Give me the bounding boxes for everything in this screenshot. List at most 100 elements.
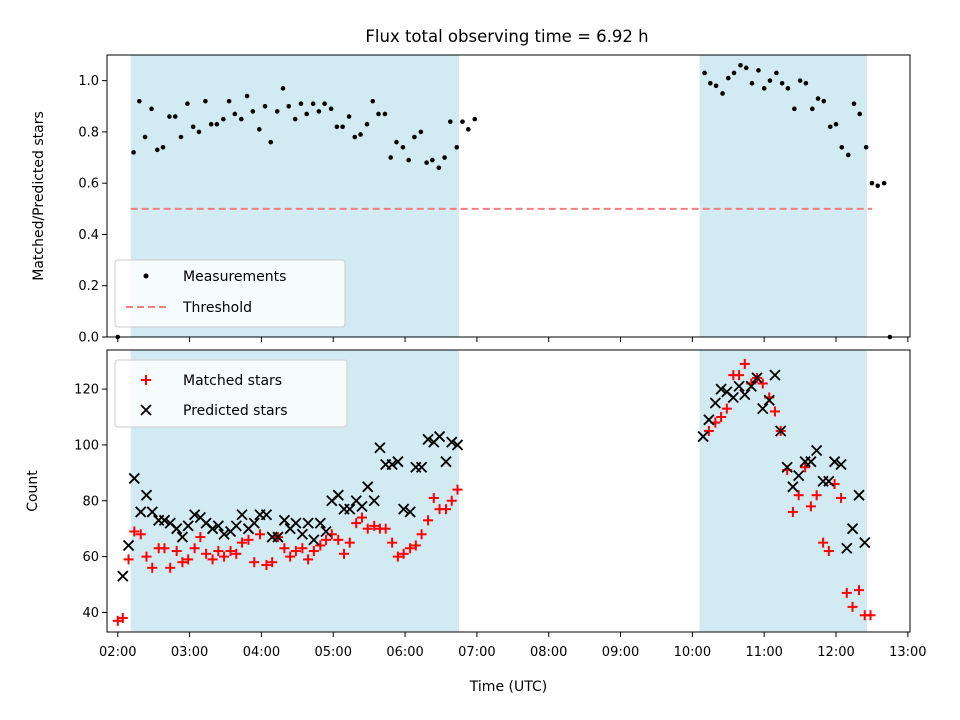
measurement-point [203, 98, 208, 104]
measurement-point [833, 121, 839, 127]
legend-matched-marker [141, 375, 151, 385]
matched-star-point [165, 562, 176, 573]
matched-star-point [423, 515, 434, 526]
predicted-star-point [715, 383, 727, 395]
predicted-star-point [176, 531, 189, 543]
predicted-star-point [122, 539, 135, 552]
y-tick-label: 0.2 [78, 279, 99, 294]
predicted-star-point [392, 456, 404, 468]
matched-star-point [757, 378, 768, 389]
x-tick-label: 03:00 [171, 645, 208, 660]
predicted-star-point [158, 514, 171, 526]
predicted-star-point [332, 489, 344, 501]
bottom-axes-frame [106, 349, 911, 633]
predicted-star-point [206, 523, 219, 535]
predicted-star-point [727, 391, 739, 404]
measurement-point [454, 144, 460, 150]
legend-measurements-marker [143, 273, 149, 279]
measurement-point [803, 80, 809, 86]
predicted-star-point [793, 470, 805, 482]
measurement-point [881, 180, 887, 186]
predicted-star-point [415, 461, 428, 473]
predicted-star-point [835, 458, 847, 471]
predicted-star-point [440, 456, 452, 468]
predicted-star-point [709, 397, 721, 409]
measurement-point [316, 109, 322, 114]
measurement-point [797, 78, 803, 83]
predicted-star-point [302, 517, 314, 529]
measurement-point [442, 155, 447, 160]
measurement-point [767, 78, 773, 83]
measurement-point [208, 121, 214, 127]
x-axis-label: Time (UTC) [469, 679, 547, 695]
predicted-star-point [320, 525, 332, 538]
matched-star-point [805, 501, 816, 512]
top-legend-box [114, 259, 346, 328]
predicted-star-point [212, 520, 224, 532]
bottom-legend-box [114, 359, 348, 428]
matched-star-point [865, 610, 876, 621]
matched-star-point [171, 546, 182, 557]
matched-star-point [854, 585, 865, 596]
chart-title: Flux total observing time = 6.92 h [365, 27, 648, 46]
matched-star-point [254, 529, 265, 540]
measurement-point [286, 103, 292, 109]
predicted-star-point [218, 528, 230, 540]
y-tick-label: 0.0 [78, 331, 99, 346]
predicted-star-point [703, 414, 715, 426]
measurement-point [221, 116, 226, 122]
measurement-point [400, 144, 406, 150]
measurement-point [172, 114, 178, 119]
matched-star-point [410, 540, 421, 551]
observing-window-shade [699, 350, 867, 632]
measurement-point [713, 83, 719, 89]
matched-star-point [739, 358, 750, 369]
predicted-star-point [697, 430, 709, 443]
matched-star-point [290, 546, 301, 557]
matched-star-point [135, 529, 146, 540]
measurement-point [702, 70, 707, 76]
measurement-point [738, 62, 743, 68]
measurement-point [160, 144, 166, 150]
measurement-point [358, 132, 363, 137]
predicted-star-point [386, 458, 398, 471]
measurement-point [851, 101, 857, 107]
matched-star-point [117, 613, 128, 624]
predicted-star-point [278, 514, 291, 526]
x-tick-label: 07:00 [458, 645, 495, 660]
matched-star-point [811, 490, 822, 501]
legend-measurements-label: Measurements [183, 269, 286, 285]
legend-matched-label: Matched stars [183, 373, 282, 389]
measurement-point [869, 180, 875, 186]
matched-star-point [398, 548, 409, 559]
predicted-star-point [733, 380, 745, 392]
measurement-point [262, 103, 268, 109]
measurement-point [743, 65, 749, 71]
count-points [112, 358, 876, 626]
measurement-point [756, 68, 761, 73]
bottom-y-ticks: 40 60 80 100 120 [74, 383, 107, 621]
predicted-star-point [344, 503, 356, 515]
predicted-star-point [757, 402, 769, 415]
predicted-star-point [140, 489, 153, 501]
measurement-point [761, 86, 767, 91]
measurement-point [875, 183, 880, 189]
predicted-star-point [128, 472, 140, 485]
matched-star-point [703, 425, 714, 436]
y-tick-label: 0.8 [78, 125, 99, 140]
measurement-point [815, 96, 821, 101]
measurement-point [142, 134, 148, 140]
y-tick-label: 1.0 [78, 74, 99, 89]
predicted-star-point [362, 481, 374, 493]
measurement-point [460, 119, 465, 124]
matched-star-point [129, 526, 140, 537]
matched-star-point [321, 534, 332, 545]
predicted-star-point [805, 456, 817, 468]
measurement-point [424, 160, 429, 165]
measurement-point [725, 75, 731, 81]
matched-star-point [207, 554, 218, 565]
measurement-point [364, 121, 370, 127]
measurement-point [720, 91, 725, 96]
bottom-panel: 40 60 80 100 120 02:00 03:00 04:00 05:00 06:00 07… [25, 349, 927, 695]
y-tick-label: 0.4 [78, 228, 99, 243]
